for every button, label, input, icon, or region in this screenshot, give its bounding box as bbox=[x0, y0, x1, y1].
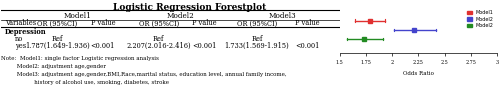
Text: P value: P value bbox=[295, 19, 320, 27]
Text: 1.787(1.649-1.936): 1.787(1.649-1.936) bbox=[25, 42, 90, 50]
Text: Ref: Ref bbox=[52, 35, 63, 43]
Text: Ref: Ref bbox=[153, 35, 164, 43]
Text: P value: P value bbox=[192, 19, 216, 27]
Text: no: no bbox=[15, 35, 23, 43]
Text: 2.207(2.016-2.416): 2.207(2.016-2.416) bbox=[126, 42, 191, 50]
Legend: Model1, Model2, Model2: Model1, Model2, Model2 bbox=[466, 9, 494, 29]
Text: 1.733(1.569-1.915): 1.733(1.569-1.915) bbox=[224, 42, 289, 50]
Text: <0.001: <0.001 bbox=[90, 42, 115, 50]
X-axis label: Odds Ratio: Odds Ratio bbox=[403, 71, 434, 76]
Text: history of alcohol use, smoking, diabetes, stroke: history of alcohol use, smoking, diabete… bbox=[2, 80, 170, 85]
Text: Depression: Depression bbox=[5, 28, 46, 36]
Text: OR (95%CI): OR (95%CI) bbox=[236, 19, 277, 27]
Text: Ref: Ref bbox=[251, 35, 262, 43]
Text: yes: yes bbox=[15, 42, 26, 50]
Text: Model2: adjustment age,gender: Model2: adjustment age,gender bbox=[2, 64, 106, 69]
Text: <0.001: <0.001 bbox=[192, 42, 216, 50]
Text: Variables: Variables bbox=[5, 19, 36, 27]
Text: Model3: Model3 bbox=[268, 12, 296, 20]
Text: Logistic Regression Forestplot: Logistic Regression Forestplot bbox=[114, 3, 266, 12]
Text: Model1: Model1 bbox=[64, 12, 92, 20]
Text: Model2: Model2 bbox=[167, 12, 194, 20]
Text: Model3: adjustment age,gender,BMI,Race,marital status, education level, annual f: Model3: adjustment age,gender,BMI,Race,m… bbox=[2, 72, 287, 77]
Text: <0.001: <0.001 bbox=[296, 42, 320, 50]
Text: OR (95%CI): OR (95%CI) bbox=[138, 19, 179, 27]
Text: OR (95%CI): OR (95%CI) bbox=[37, 19, 78, 27]
Text: P value: P value bbox=[90, 19, 115, 27]
Text: Note:  Model1: single factor Logistic regression analysis: Note: Model1: single factor Logistic reg… bbox=[2, 56, 160, 61]
